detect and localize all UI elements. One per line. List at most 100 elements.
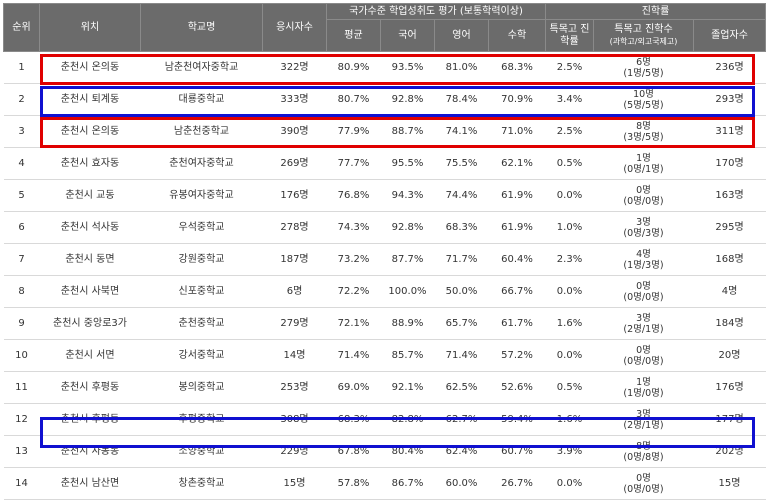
table-row: 12 춘천시 후평동 후평중학교 308명 68.3% 82.8% 62.7% 59.4% 1.…: [3, 403, 766, 436]
table-header: 순위 위치 학교명 응시자수 국가수준 학업성취도 평가 (보통학력이상) 진학…: [3, 3, 767, 52]
test-takers-cell: 14명: [262, 339, 327, 372]
table-row: 1 춘천시 온의동 남춘천여자중학교 322명 80.9% 93.5% 81.0% 68.3%…: [3, 51, 766, 84]
korean-cell: 82.8%: [380, 403, 435, 436]
special-rate-cell: 0.5%: [545, 371, 594, 404]
special-rate-cell: 1.6%: [545, 307, 594, 340]
school-name-cell: 강서중학교: [140, 339, 263, 372]
average-cell: 76.8%: [326, 179, 381, 212]
graduates-cell: 311명: [693, 115, 766, 148]
korean-cell: 95.5%: [380, 147, 435, 180]
english-cell: 75.5%: [434, 147, 489, 180]
special-count-label: 특목고 진학수: [614, 23, 673, 35]
special-count-total: 0명: [636, 184, 651, 196]
table-row: 13 춘천시 사농동 소양중학교 229명 67.8% 80.4% 62.4% 60.7% 3.…: [3, 435, 766, 468]
korean-cell: 85.7%: [380, 339, 435, 372]
special-count-total: 6명: [636, 56, 651, 68]
korean-cell: 93.5%: [380, 51, 435, 84]
special-count-total: 1명: [636, 376, 651, 388]
korean-cell: 92.8%: [380, 83, 435, 116]
location-cell: 춘천시 동면: [39, 243, 141, 276]
col-school-header: 학교명: [140, 3, 263, 52]
school-name-cell: 춘천여자중학교: [140, 147, 263, 180]
table-row: 10 춘천시 서면 강서중학교 14명 71.4% 85.7% 71.4% 57.2% 0.0%…: [3, 339, 766, 372]
special-count-cell: 3명 (2명/1명): [593, 403, 694, 436]
location-cell: 춘천시 중앙로3가: [39, 307, 141, 340]
col-special-rate-header: 특목고 진학률: [545, 19, 594, 52]
english-cell: 71.4%: [434, 339, 489, 372]
location-cell: 춘천시 온의동: [39, 115, 141, 148]
special-count-cell: 3명 (0명/3명): [593, 211, 694, 244]
table-row: 11 춘천시 후평동 봉의중학교 253명 69.0% 92.1% 62.5% 52.6% 0.…: [3, 371, 766, 404]
special-count-cell: 0명 (0명/0명): [593, 339, 694, 372]
special-count-breakdown: (2명/1명): [623, 323, 664, 335]
english-cell: 62.7%: [434, 403, 489, 436]
average-cell: 71.4%: [326, 339, 381, 372]
test-takers-cell: 322명: [262, 51, 327, 84]
special-count-cell: 3명 (2명/1명): [593, 307, 694, 340]
special-rate-cell: 0.0%: [545, 179, 594, 212]
average-cell: 68.3%: [326, 403, 381, 436]
school-name-cell: 소양중학교: [140, 435, 263, 468]
location-cell: 춘천시 효자동: [39, 147, 141, 180]
table-row: 14 춘천시 남산면 창촌중학교 15명 57.8% 86.7% 60.0% 26.7% 0.0…: [3, 467, 766, 500]
school-name-cell: 창촌중학교: [140, 467, 263, 500]
location-cell: 춘천시 남산면: [39, 467, 141, 500]
school-name-cell: 대룡중학교: [140, 83, 263, 116]
special-rate-cell: 0.5%: [545, 147, 594, 180]
math-cell: 60.7%: [488, 435, 546, 468]
korean-cell: 92.8%: [380, 211, 435, 244]
math-cell: 52.6%: [488, 371, 546, 404]
graduates-cell: 15명: [693, 467, 766, 500]
graduates-cell: 4명: [693, 275, 766, 308]
col-rank-header: 순위: [3, 3, 40, 52]
korean-cell: 88.7%: [380, 115, 435, 148]
special-count-breakdown: (5명/5명): [623, 99, 664, 111]
special-count-total: 1명: [636, 152, 651, 164]
col-test-takers-header: 응시자수: [262, 3, 327, 52]
location-cell: 춘천시 사북면: [39, 275, 141, 308]
english-cell: 78.4%: [434, 83, 489, 116]
graduates-cell: 177명: [693, 403, 766, 436]
math-cell: 60.4%: [488, 243, 546, 276]
graduates-cell: 163명: [693, 179, 766, 212]
special-count-total: 0명: [636, 472, 651, 484]
table-row: 4 춘천시 효자동 춘천여자중학교 269명 77.7% 95.5% 75.5% 62.1% 0…: [3, 147, 766, 180]
special-count-breakdown: (1명/3명): [623, 259, 664, 271]
rank-cell: 4: [3, 147, 40, 180]
korean-cell: 87.7%: [380, 243, 435, 276]
location-cell: 춘천시 퇴계동: [39, 83, 141, 116]
special-count-total: 3명: [636, 408, 651, 420]
special-count-total: 8명: [636, 440, 651, 452]
test-takers-cell: 390명: [262, 115, 327, 148]
special-count-total: 4명: [636, 248, 651, 260]
average-cell: 72.1%: [326, 307, 381, 340]
col-graduates-header: 졸업자수: [692, 19, 767, 52]
special-count-total: 3명: [636, 216, 651, 228]
english-cell: 71.7%: [434, 243, 489, 276]
average-cell: 80.9%: [326, 51, 381, 84]
korean-cell: 86.7%: [380, 467, 435, 500]
average-cell: 72.2%: [326, 275, 381, 308]
col-special-count-header: 특목고 진학수 (과학고/외고국제고): [593, 19, 694, 52]
special-count-cell: 0명 (0명/0명): [593, 467, 694, 500]
english-cell: 65.7%: [434, 307, 489, 340]
english-cell: 50.0%: [434, 275, 489, 308]
special-count-cell: 8명 (0명/8명): [593, 435, 694, 468]
special-rate-cell: 0.0%: [545, 275, 594, 308]
location-cell: 춘천시 사농동: [39, 435, 141, 468]
rank-cell: 2: [3, 83, 40, 116]
rank-cell: 14: [3, 467, 40, 500]
english-cell: 62.4%: [434, 435, 489, 468]
average-cell: 77.7%: [326, 147, 381, 180]
rank-cell: 9: [3, 307, 40, 340]
school-name-cell: 남춘천여자중학교: [140, 51, 263, 84]
school-name-cell: 강원중학교: [140, 243, 263, 276]
special-count-breakdown: (0명/3명): [623, 227, 664, 239]
rank-cell: 8: [3, 275, 40, 308]
special-count-total: 3명: [636, 312, 651, 324]
korean-cell: 88.9%: [380, 307, 435, 340]
table-row: 9 춘천시 중앙로3가 춘천중학교 279명 72.1% 88.9% 65.7% 61.7% 1…: [3, 307, 766, 340]
ranking-page: 순위 위치 학교명 응시자수 국가수준 학업성취도 평가 (보통학력이상) 진학…: [3, 3, 767, 500]
location-cell: 춘천시 온의동: [39, 51, 141, 84]
col-english-header: 영어: [434, 19, 489, 52]
